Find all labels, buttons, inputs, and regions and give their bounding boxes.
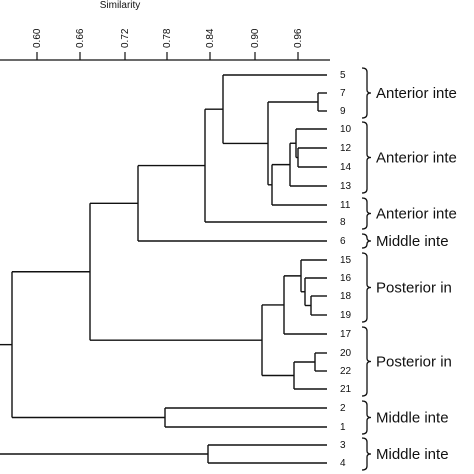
leaf-label: 6 (340, 236, 346, 247)
axis-tick-label: 0.72 (120, 28, 131, 48)
leaf-label: 19 (340, 310, 352, 321)
group-bracket (361, 233, 372, 249)
leaf-label: 3 (340, 440, 346, 451)
group-label: Middle inte (376, 410, 449, 427)
leaf-label: 13 (340, 181, 352, 192)
leaf-label: 21 (340, 384, 352, 395)
leaf-label: 15 (340, 255, 352, 266)
group-label: Anterior inte (376, 150, 457, 167)
group-bracket (361, 252, 372, 323)
leaf-label: 7 (340, 88, 346, 99)
group-label: Posterior in (376, 280, 452, 297)
leaf-label: 16 (340, 273, 352, 284)
group-bracket (361, 437, 372, 471)
leaf-label: 5 (340, 70, 346, 81)
leaf-label: 20 (340, 348, 352, 359)
leaf-label: 22 (340, 366, 352, 377)
group-bracket (361, 121, 372, 194)
group-label: Anterior inte (376, 206, 457, 223)
axis-tick-label: 0.96 (293, 28, 304, 48)
group-bracket (361, 326, 372, 397)
group-label: Anterior inte (376, 85, 457, 102)
group-label: Posterior in (376, 354, 452, 371)
axis-ticks: 0.60 0.66 0.72 0.78 0.84 0.90 0.96 (32, 28, 304, 60)
axis-title: Similarity (100, 0, 141, 11)
leaf-label: 9 (340, 106, 346, 117)
group-bracket (361, 197, 372, 230)
leaf-label: 4 (340, 458, 346, 469)
leaf-label: 14 (340, 162, 352, 173)
leaf-label: 10 (340, 124, 352, 135)
group-bracket (361, 400, 372, 435)
leaf-label: 11 (340, 200, 351, 211)
leaf-label: 12 (340, 143, 352, 154)
leaf-label: 18 (340, 291, 352, 302)
axis-tick-label: 0.90 (250, 28, 261, 48)
leaf-label: 17 (340, 329, 352, 340)
axis-tick-label: 0.60 (32, 28, 43, 48)
group-label: Middle inte (376, 446, 449, 463)
leaf-label: 2 (340, 403, 346, 414)
dendrogram-branches (0, 74, 327, 464)
axis-tick-label: 0.84 (205, 28, 216, 48)
leaf-label: 8 (340, 217, 346, 228)
group-bracket (361, 67, 372, 119)
axis-tick-label: 0.78 (162, 28, 173, 48)
group-label: Middle inte (376, 233, 449, 250)
axis-tick-label: 0.66 (75, 28, 86, 48)
leaf-label: 1 (340, 422, 346, 433)
group-brackets: Anterior inte Anterior inte Anterior inte M… (361, 67, 457, 471)
